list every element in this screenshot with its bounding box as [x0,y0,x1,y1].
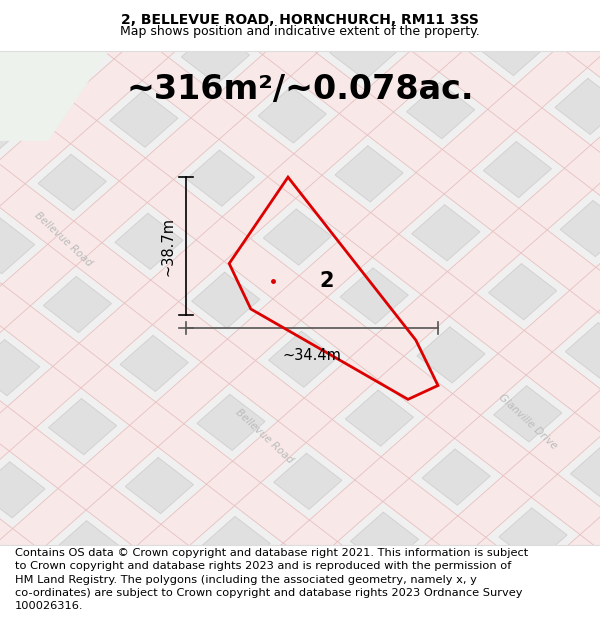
Polygon shape [0,51,108,140]
Polygon shape [478,19,546,76]
Polygon shape [0,462,45,518]
Text: Bellevue Road: Bellevue Road [32,210,94,268]
Polygon shape [33,32,101,88]
Text: Contains OS data © Crown copyright and database right 2021. This information is : Contains OS data © Crown copyright and d… [15,548,528,611]
Polygon shape [407,82,475,139]
Polygon shape [43,277,112,332]
Polygon shape [571,445,600,501]
Polygon shape [269,331,337,387]
Text: ~38.7m: ~38.7m [160,217,175,276]
Polygon shape [125,458,193,514]
Text: ~34.4m: ~34.4m [283,348,341,362]
Polygon shape [182,28,250,84]
Text: ~316m²/~0.078ac.: ~316m²/~0.078ac. [126,74,474,106]
Polygon shape [197,394,265,450]
Polygon shape [0,96,29,151]
Polygon shape [259,87,326,143]
Polygon shape [187,150,254,206]
Polygon shape [0,340,40,396]
Polygon shape [335,146,403,202]
Polygon shape [38,154,106,211]
Polygon shape [346,390,413,446]
Polygon shape [192,272,260,328]
Polygon shape [484,142,551,198]
Polygon shape [427,571,495,625]
Polygon shape [263,209,331,265]
Polygon shape [350,512,418,568]
Polygon shape [131,580,199,625]
Polygon shape [202,517,270,572]
Polygon shape [54,521,122,577]
Text: Glanville Drive: Glanville Drive [497,392,559,451]
Text: Map shows position and indicative extent of the property.: Map shows position and indicative extent… [120,26,480,39]
Polygon shape [120,336,188,391]
Polygon shape [422,449,490,505]
Polygon shape [550,0,600,12]
Polygon shape [115,213,183,269]
Polygon shape [555,79,600,134]
Polygon shape [253,0,321,21]
Polygon shape [412,205,480,261]
Polygon shape [0,51,600,545]
Polygon shape [0,0,24,29]
Polygon shape [401,0,469,16]
Polygon shape [340,268,408,324]
Polygon shape [560,201,600,256]
Text: 2: 2 [320,271,334,291]
Polygon shape [110,91,178,147]
Polygon shape [499,508,567,564]
Polygon shape [49,399,116,454]
Polygon shape [0,217,35,274]
Text: Bellevue Road: Bellevue Road [233,408,295,466]
Polygon shape [488,264,557,319]
Polygon shape [105,0,173,25]
Polygon shape [330,24,398,79]
Polygon shape [417,327,485,383]
Text: 2, BELLEVUE ROAD, HORNCHURCH, RM11 3SS: 2, BELLEVUE ROAD, HORNCHURCH, RM11 3SS [121,12,479,27]
Polygon shape [274,453,341,509]
Polygon shape [279,576,347,625]
Polygon shape [565,322,600,379]
Polygon shape [494,386,562,442]
